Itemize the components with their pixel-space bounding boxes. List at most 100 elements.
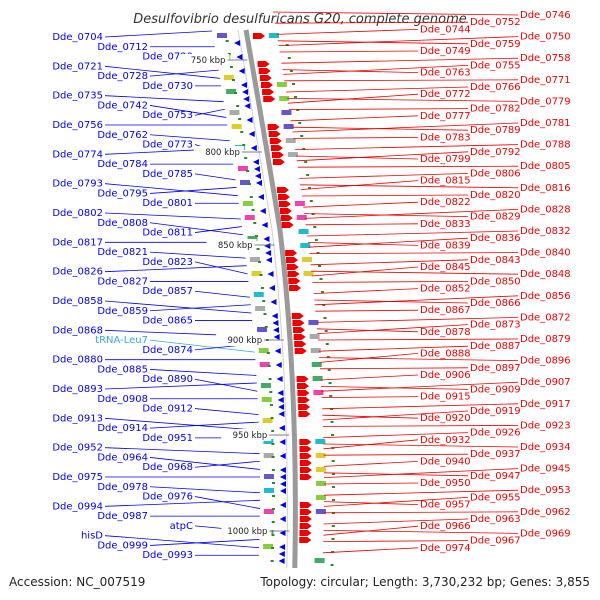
right-gene-label: Dde_0832 [520,226,571,237]
track-tick [331,486,335,488]
right-label-leader [316,328,419,333]
left-gene-label: Dde_0704 [52,32,103,43]
right-gene-label: Dde_0805 [520,161,571,172]
left-label-leader [149,339,255,353]
right-label-leader [323,518,469,525]
right-label-leader [282,69,419,73]
cog-category-block [242,201,253,206]
minus-strand-gene [277,397,284,403]
cog-category-block [309,334,320,339]
plus-strand-gene [294,341,307,347]
track-tick [302,148,306,150]
cog-category-block [263,509,274,514]
track-tick [225,40,229,42]
right-gene-label: Dde_0749 [420,46,471,57]
left-gene-label: Dde_0914 [97,423,148,434]
minus-strand-gene [279,530,286,536]
right-label-leader [323,443,519,448]
left-gene-label: Dde_0774 [52,149,103,160]
right-gene-label: Dde_0915 [420,392,471,403]
track-tick [271,495,275,497]
plus-strand-gene [287,271,300,277]
cog-category-block [249,257,260,262]
right-gene-label: Dde_0788 [520,140,571,151]
right-gene-label: Dde_0947 [470,471,521,482]
cog-category-block [263,488,274,493]
right-label-leader [296,155,419,160]
right-label-leader [317,324,469,334]
right-gene-label: Dde_0845 [420,262,471,273]
left-label-leader [194,408,259,415]
track-tick [309,200,313,202]
right-gene-label: Dde_0783 [420,132,471,143]
minus-strand-gene [270,299,277,305]
plus-strand-gene [280,215,293,221]
right-label-leader [323,468,519,478]
left-gene-label: Dde_0801 [142,198,193,209]
left-gene-label: hisD [81,531,103,542]
left-gene-label: tRNA-Leu7 [95,335,148,346]
plus-strand-gene [299,439,312,445]
left-label-leader [149,187,237,194]
right-gene-label: Dde_0945 [520,464,571,475]
track-tick [270,417,274,419]
right-label-leader [304,209,519,219]
right-gene-label: Dde_0816 [520,183,571,194]
track-tick [263,313,267,315]
left-gene-label: Dde_0730 [142,81,193,92]
plus-strand-gene [277,194,290,200]
right-gene-label: Dde_0920 [420,413,471,424]
minus-strand-gene [271,313,278,319]
minus-strand-gene [259,208,266,214]
track-tick [262,300,266,302]
left-gene-label: Dde_0999 [97,540,148,551]
left-gene-label: Dde_0893 [52,384,103,395]
left-label-leader [104,30,213,38]
cog-category-block [226,89,237,94]
left-gene-label: Dde_0811 [142,228,193,239]
right-gene-label: Dde_0850 [470,276,521,287]
minus-strand-gene [236,54,243,60]
plus-strand-gene [299,523,312,529]
right-gene-label: Dde_0759 [470,39,521,50]
left-gene-label: Dde_0756 [52,120,103,131]
track-tick [270,560,274,562]
right-gene-label: Dde_0867 [420,305,471,316]
right-gene-label: Dde_0763 [420,68,471,79]
right-label-leader [274,21,469,24]
minus-strand-gene [250,145,257,151]
track-tick [260,287,264,289]
track-tick [306,174,310,176]
right-label-leader [323,482,419,485]
right-label-leader [317,338,519,341]
scale-mark-bg [179,54,230,66]
cog-category-block [285,138,296,143]
plus-strand-gene [299,537,312,543]
cog-category-block [287,152,298,157]
track-tick [300,135,304,137]
track-tick [331,525,335,527]
left-gene-label: Dde_0823 [142,257,193,268]
left-gene-label: Dde_0735 [52,91,103,102]
left-label-leader [194,496,260,509]
left-label-leader [104,499,260,507]
right-gene-label: Dde_0937 [470,449,521,460]
plus-strand-gene [297,390,310,396]
track-tick [330,564,334,566]
right-gene-label: Dde_0897 [470,363,521,374]
scale-marks: 750 kbp 800 kbp 850 kbp 900 kbp 950 kbp 1000 … [179,54,290,537]
scale-mark-label: 750 kbp [191,56,226,66]
left-gene-label: Dde_0721 [52,61,103,72]
right-label-leader [309,252,519,255]
minus-strand-gene [248,131,255,137]
minus-strand-gene [278,404,285,410]
right-gene-label: Dde_0789 [470,125,521,136]
left-gene-label: Dde_0964 [97,452,148,463]
right-label-leader [321,381,519,392]
right-label-leader [276,29,419,35]
cog-category-block [231,124,242,129]
right-gene-label: Dde_0840 [520,248,571,259]
plus-strand-gene [293,327,306,333]
plus-strand-gene [257,61,270,67]
